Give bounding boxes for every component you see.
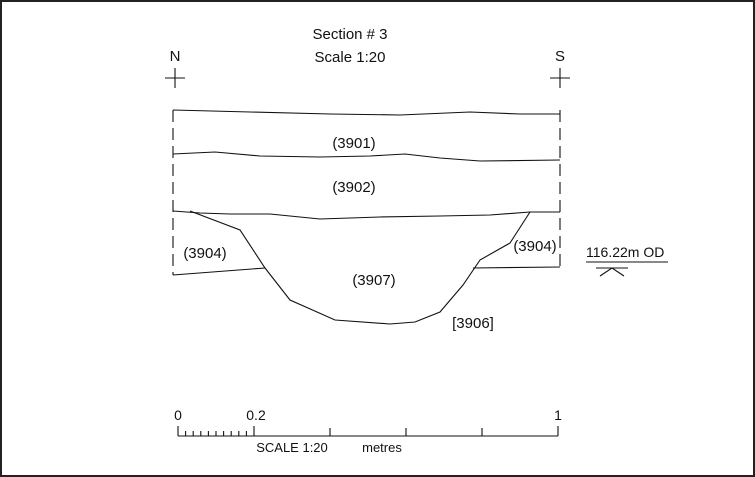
datum-label: 116.22m OD: [586, 244, 664, 260]
section-scale: Scale 1:20: [315, 49, 386, 66]
scale-bar-end: 1: [554, 407, 562, 423]
base-3904-right: [472, 266, 561, 269]
context-3902-label: (3902): [332, 179, 375, 196]
boundary-3902-cut: [172, 210, 560, 220]
boundary-3901-3902: [172, 151, 561, 162]
scale-bar-start: 0: [174, 407, 182, 423]
context-3907-label: (3907): [352, 272, 395, 289]
section-title: Section # 3: [312, 26, 387, 43]
south-label: S: [555, 48, 565, 65]
scale-bar-caption: SCALE 1:20: [256, 440, 328, 455]
datum-marker-icon: [586, 261, 668, 277]
scale-bar-mid: 0.2: [246, 407, 266, 423]
context-3904-right-label: (3904): [513, 238, 556, 255]
base-3904-left: [172, 267, 266, 276]
south-crosshair: [550, 68, 570, 88]
context-3904-left-label: (3904): [183, 245, 226, 262]
cut-3906-label: [3906]: [452, 315, 494, 332]
north-crosshair: [165, 68, 185, 88]
scale-bar-unit: metres: [362, 440, 402, 455]
scale-bar: [177, 426, 559, 437]
context-3901-label: (3901): [332, 135, 375, 152]
north-label: N: [170, 48, 181, 65]
ground-surface-line: [172, 109, 560, 116]
